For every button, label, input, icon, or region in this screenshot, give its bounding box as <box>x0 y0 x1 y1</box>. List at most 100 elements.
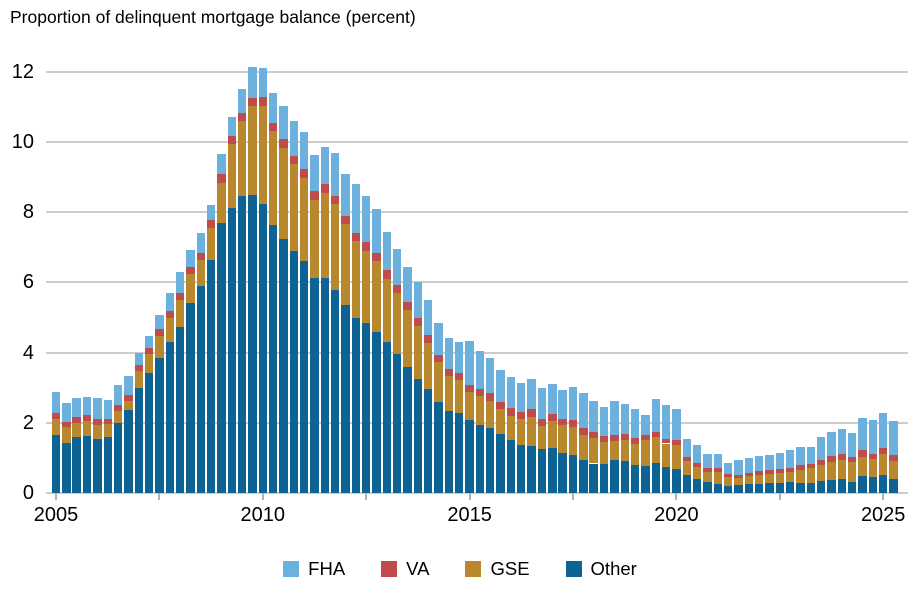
bar-2013Q4-gse <box>413 326 423 379</box>
bar-2021Q1-gse <box>713 471 722 484</box>
bar-2024Q3-fha <box>858 417 867 451</box>
bar-2022Q3-gse <box>775 472 784 483</box>
bar-2005Q2-va <box>62 421 71 428</box>
bar-2013Q1-gse <box>382 278 392 343</box>
bar-2017Q3-fha <box>568 387 578 420</box>
bar-2010Q2-fha <box>268 92 278 123</box>
y-axis-label-4: 4 <box>22 341 34 364</box>
bar-2022Q3-va <box>775 469 784 473</box>
legend-label-other: Other <box>590 558 637 579</box>
bar-2012Q1-gse <box>341 224 350 305</box>
bar-2015Q1-fha <box>465 341 474 386</box>
bar-2018Q1-va <box>589 431 598 438</box>
bar-2015Q1-other <box>465 419 474 493</box>
bar-2007Q4-va <box>165 311 174 319</box>
legend-swatch-va <box>381 561 398 577</box>
bar-2006Q3-va <box>113 405 123 411</box>
bar-2021Q3-va <box>734 474 743 478</box>
bar-2013Q4-other <box>413 378 423 493</box>
bar-2019Q4-other <box>661 467 671 493</box>
bar-2015Q2-other <box>475 424 485 493</box>
bar-2015Q4-gse <box>496 408 505 435</box>
bar-2012Q4-other <box>372 331 381 493</box>
bar-2011Q3-other <box>320 278 330 493</box>
bar-2025Q2-va <box>889 455 898 462</box>
bar-2025Q2-gse <box>889 461 898 480</box>
bar-2014Q2-other <box>434 401 443 493</box>
bar-2012Q4-fha <box>372 208 381 253</box>
bar-2005Q1-va <box>51 412 61 419</box>
bar-2021Q3-gse <box>734 477 743 486</box>
bar-2019Q1-fha <box>630 408 640 438</box>
bar-2014Q1-va <box>424 335 433 344</box>
bar-2007Q4-other <box>165 341 174 493</box>
bar-2008Q4-fha <box>206 205 216 220</box>
bar-2018Q2-other <box>599 464 609 493</box>
bar-2014Q1-fha <box>424 299 433 336</box>
bar-2009Q3-va <box>237 112 247 121</box>
bar-2022Q2-other <box>765 483 774 493</box>
bar-2021Q2-fha <box>723 462 733 474</box>
bar-2016Q1-va <box>506 408 516 416</box>
bar-2021Q4-fha <box>744 457 753 473</box>
bar-2009Q1-fha <box>217 154 226 175</box>
legend-item-va: VA <box>381 558 429 580</box>
bar-2012Q2-other <box>351 318 361 493</box>
bar-2013Q1-fha <box>382 231 392 271</box>
bar-2006Q1-fha <box>93 398 102 420</box>
bar-2010Q3-fha <box>279 105 288 140</box>
bar-2017Q2-gse <box>558 425 567 453</box>
bar-2009Q1-va <box>217 174 226 183</box>
bar-2008Q1-fha <box>175 271 185 293</box>
bar-2010Q3-gse <box>279 147 288 239</box>
bar-2022Q4-va <box>785 467 795 472</box>
bar-2009Q3-other <box>237 196 247 493</box>
bar-2007Q1-gse <box>134 370 143 389</box>
bar-2005Q3-fha <box>72 397 81 417</box>
y-axis-label-8: 8 <box>22 201 34 224</box>
bar-2009Q2-other <box>227 207 236 493</box>
bar-2017Q4-gse <box>579 435 588 460</box>
bar-2020Q2-va <box>682 456 691 462</box>
bar-2009Q4-va <box>248 97 257 106</box>
bar-2017Q1-va <box>548 414 557 422</box>
bar-2008Q4-gse <box>206 227 216 260</box>
bar-2005Q1-fha <box>51 392 61 413</box>
bar-2021Q2-gse <box>723 476 733 486</box>
gridline-6 <box>46 281 908 284</box>
gridline-8 <box>46 211 908 214</box>
bar-2015Q2-va <box>475 389 485 397</box>
bar-2011Q3-va <box>320 184 330 193</box>
bar-2011Q3-fha <box>320 146 330 185</box>
bar-2017Q2-va <box>558 418 567 426</box>
x-axis-tick-2012.5 <box>365 493 368 500</box>
bar-2009Q3-gse <box>237 120 247 197</box>
bar-2007Q1-va <box>134 364 143 371</box>
bar-2018Q4-other <box>620 461 629 493</box>
bar-2020Q4-other <box>703 482 712 493</box>
bar-2015Q3-fha <box>486 357 495 394</box>
bar-2018Q3-gse <box>610 440 619 460</box>
bar-2019Q3-gse <box>651 436 660 463</box>
bar-2018Q1-gse <box>589 437 598 464</box>
bar-2009Q2-va <box>227 136 236 145</box>
bar-2020Q4-gse <box>703 471 712 483</box>
bar-2018Q3-va <box>610 435 619 441</box>
bar-2012Q3-fha <box>362 196 371 243</box>
bar-2020Q3-va <box>692 462 702 467</box>
bar-2017Q3-va <box>568 419 578 427</box>
bar-2012Q2-gse <box>351 241 361 319</box>
bar-2018Q4-fha <box>620 403 629 435</box>
bar-2008Q1-va <box>175 292 185 300</box>
bar-2013Q3-gse <box>403 309 412 367</box>
x-axis-tick-2007.5 <box>158 493 161 500</box>
bar-2024Q4-fha <box>868 419 878 454</box>
bar-2013Q2-other <box>393 354 402 493</box>
bar-2017Q4-other <box>579 459 588 493</box>
bar-2013Q3-other <box>403 366 412 493</box>
bar-2024Q1-other <box>837 479 847 493</box>
bar-2024Q3-gse <box>858 456 867 477</box>
bar-2015Q3-gse <box>486 400 495 429</box>
bar-2016Q1-gse <box>506 415 516 440</box>
bar-2024Q1-va <box>837 454 847 461</box>
